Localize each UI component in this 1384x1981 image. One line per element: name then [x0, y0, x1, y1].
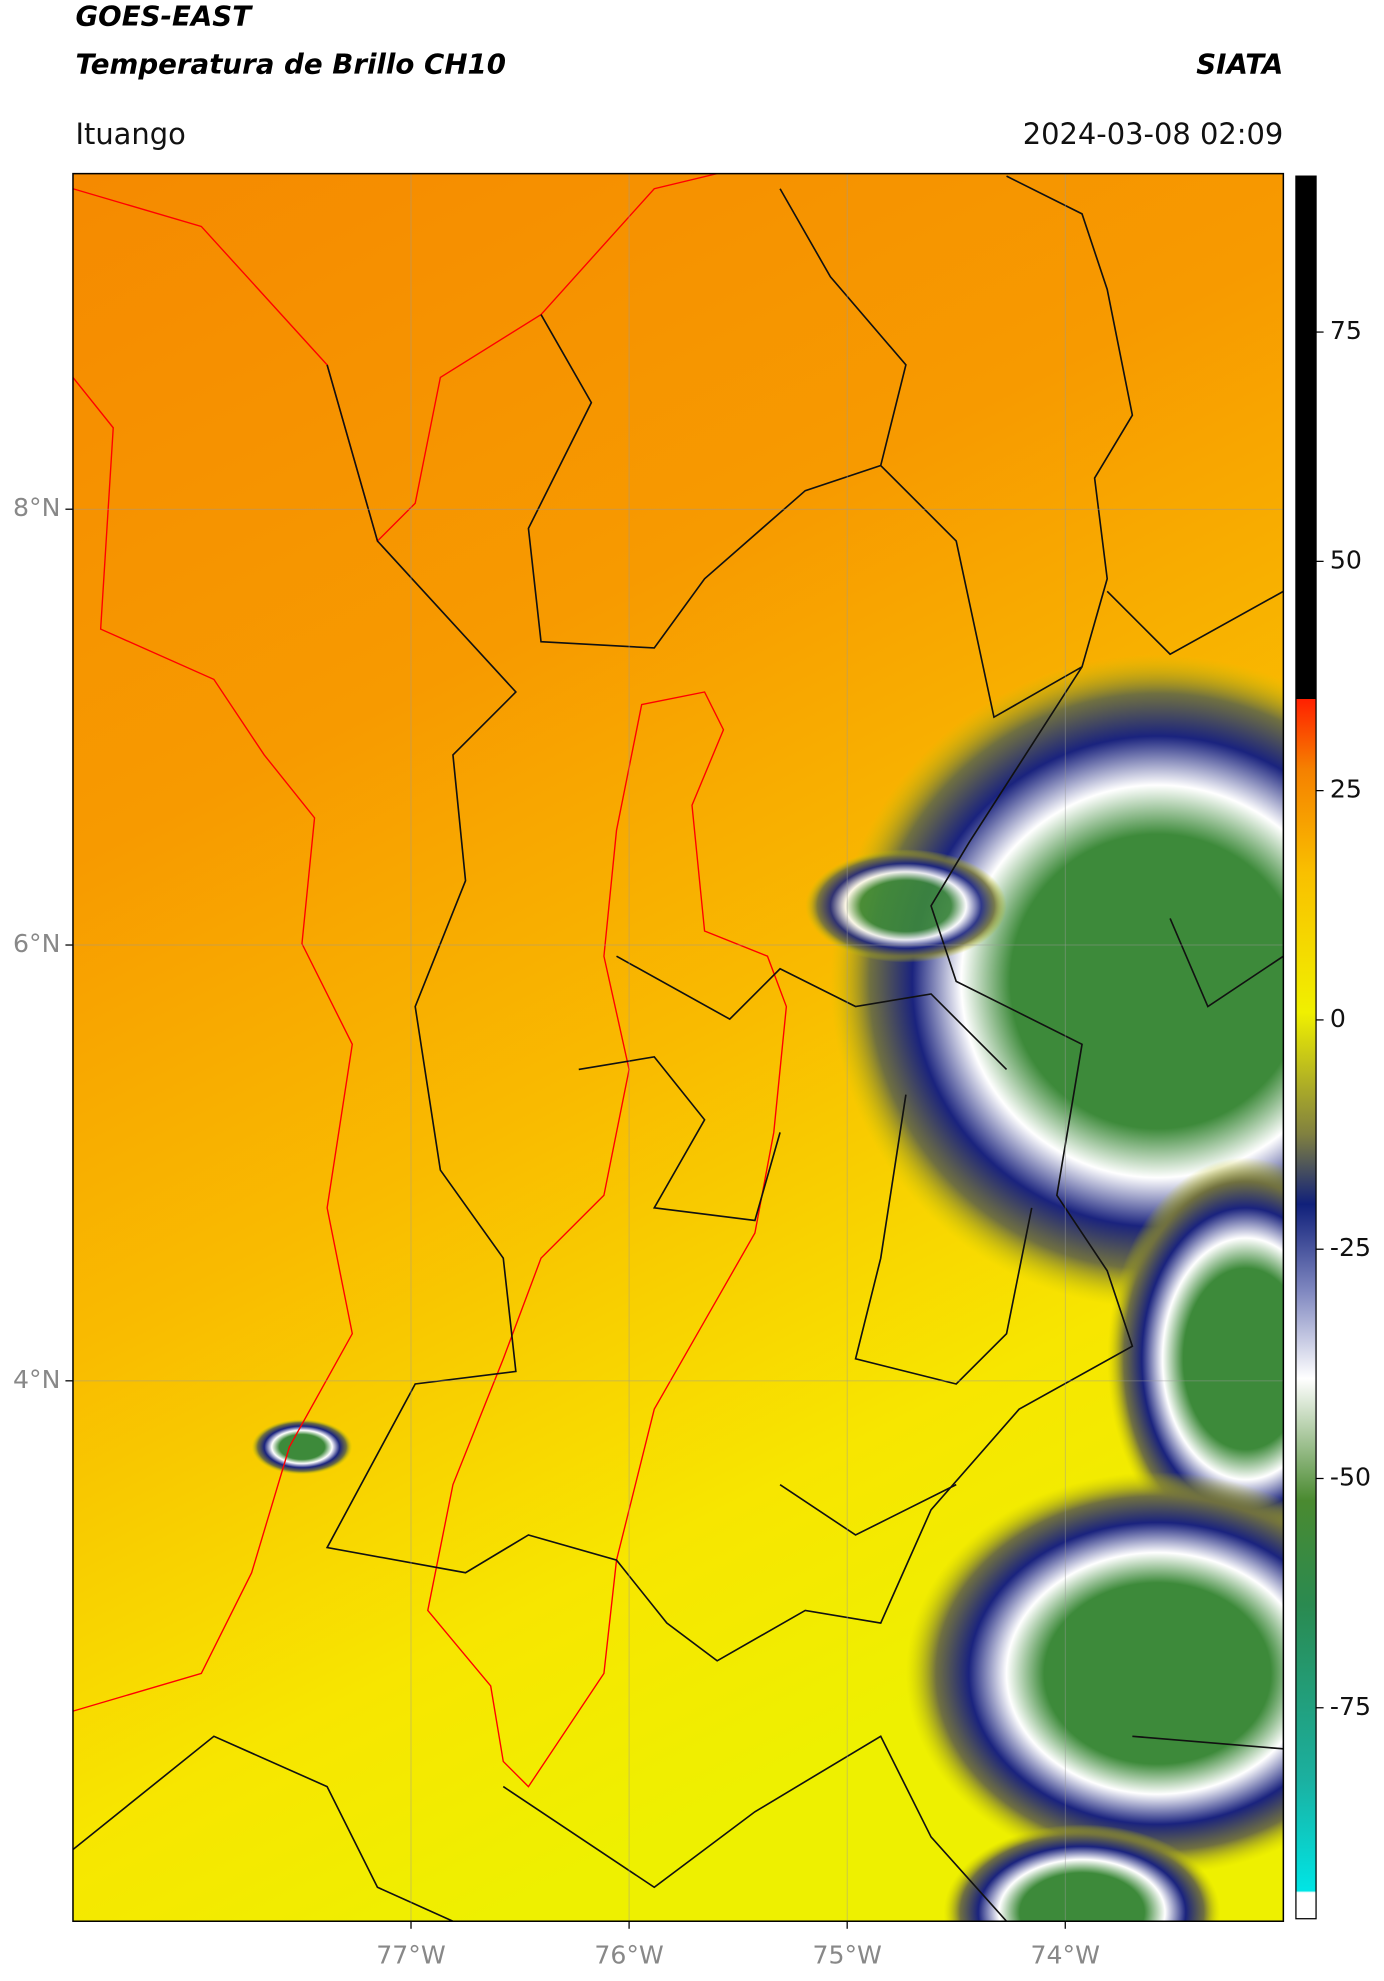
colorbar [1295, 175, 1317, 1920]
map-frame [72, 172, 1285, 1922]
coastline [72, 173, 718, 1712]
cloud [943, 1824, 1221, 1922]
title-line1: GOES-EAST [75, 0, 253, 33]
colorbar-tick-label: -50 [1330, 1462, 1371, 1491]
axis-ticks: 77°W 76°W 75°W 74°W 8°N 6°N 4°N [13, 493, 1100, 1969]
cloud [830, 654, 1284, 1309]
x-tick-label: 76°W [594, 1940, 664, 1969]
admin-borders [72, 175, 1284, 1922]
cloud [251, 1419, 353, 1475]
x-tick-label: 75°W [812, 1940, 882, 1969]
title-line2: Temperatura de Brillo CH10 [75, 47, 505, 80]
colorbar-tick-label: 0 [1330, 1004, 1346, 1033]
colorbar-tick-label: 75 [1330, 316, 1362, 345]
colorbar-tick-label: -25 [1330, 1233, 1371, 1262]
cloud [1107, 1157, 1284, 1561]
y-tick-label: 4°N [13, 1365, 60, 1394]
basin-outline [427, 691, 788, 1788]
colorbar-tick-label: 50 [1330, 545, 1362, 574]
org: SIATA [1196, 47, 1283, 80]
colorbar-ticks: 75 50 25 0 -25 -50 -75 [1316, 316, 1371, 1721]
y-tick-label: 6°N [13, 929, 60, 958]
x-tick-label: 77°W [376, 1940, 446, 1969]
colorbar-tick-label: 25 [1330, 775, 1362, 804]
cloud [805, 849, 1007, 963]
x-tick-label: 74°W [1031, 1940, 1101, 1969]
datetime: 2024-03-08 02:09 [1023, 117, 1284, 151]
location: Ituango [75, 117, 185, 151]
graticule [72, 173, 1284, 1922]
colorbar-tick-label: -75 [1330, 1692, 1371, 1721]
cloud [905, 1472, 1284, 1875]
map-image [72, 173, 1284, 1922]
y-tick-label: 8°N [13, 493, 60, 522]
